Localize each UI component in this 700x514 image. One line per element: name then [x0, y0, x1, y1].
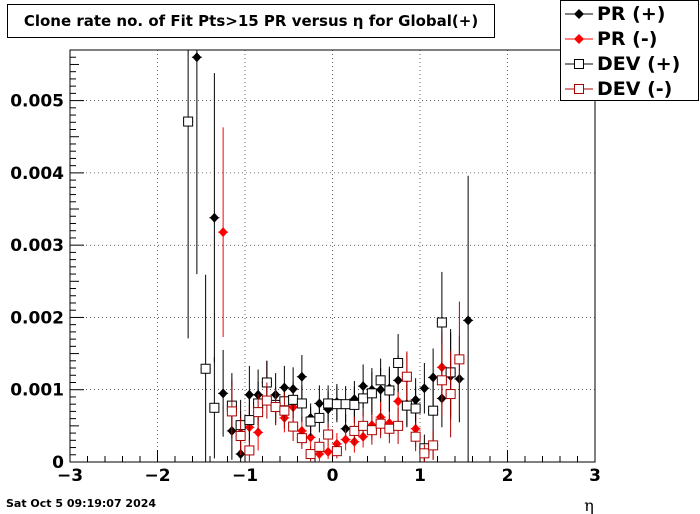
legend-label: DEV (+) [597, 53, 681, 75]
y-tick-label: 0.002 [10, 308, 64, 328]
data-point [341, 434, 351, 445]
open-square-icon [565, 59, 593, 69]
data-point [288, 394, 299, 405]
data-point [419, 383, 429, 394]
x-axis-label: η [584, 496, 594, 514]
y-tick-label: 0.003 [10, 236, 64, 256]
data-point [305, 416, 316, 427]
x-tick-label: −1 [232, 466, 258, 486]
data-point [235, 430, 246, 441]
data-point [296, 433, 307, 444]
data-point [331, 446, 342, 457]
timestamp: Sat Oct 5 09:19:07 2024 [6, 497, 157, 510]
data-point [428, 372, 438, 383]
data-layer [183, 50, 474, 462]
data-point [200, 363, 211, 374]
data-point [454, 354, 465, 365]
data-point [401, 371, 412, 382]
y-tick-label: 0 [52, 453, 64, 473]
data-point [410, 403, 421, 414]
filled-diamond-icon [565, 34, 593, 44]
data-point [323, 446, 333, 457]
data-point [384, 385, 395, 396]
x-tick-label: −3 [57, 466, 83, 486]
y-tick-label: 0.005 [10, 92, 64, 112]
y-tick-label: 0.004 [10, 164, 64, 184]
data-point [314, 412, 325, 423]
data-point [349, 399, 360, 410]
data-point [358, 393, 369, 404]
data-point [401, 400, 412, 411]
data-point [244, 415, 255, 426]
data-point [366, 425, 377, 436]
data-point [463, 315, 473, 326]
data-point [375, 375, 386, 386]
chart-title: Clone rate no. of Fit Pts>15 PR versus η… [7, 4, 495, 38]
x-tick-label: 0 [327, 466, 339, 486]
data-point [288, 421, 299, 432]
legend: PR (+) PR (-) DEV (+) DEV (-) [560, 0, 699, 101]
data-point [244, 445, 255, 456]
legend-label: PR (-) [597, 28, 658, 50]
data-point [261, 395, 272, 406]
legend-label: DEV (-) [597, 78, 673, 100]
data-point [226, 406, 237, 417]
data-point [436, 317, 447, 328]
legend-entry-dev-minus: DEV (-) [561, 77, 698, 102]
filled-diamond-icon [565, 9, 593, 19]
data-point [375, 418, 386, 429]
data-point [358, 420, 369, 431]
data-point [410, 431, 421, 442]
legend-entry-dev-plus: DEV (+) [561, 52, 698, 77]
legend-entry-pr-plus: PR (+) [561, 2, 698, 27]
legend-entry-pr-minus: PR (-) [561, 27, 698, 52]
x-tick-label: −2 [144, 466, 170, 486]
legend-label: PR (+) [597, 3, 666, 25]
data-point [428, 405, 439, 416]
data-point [183, 116, 194, 127]
data-point [393, 357, 404, 368]
x-tick-label: 2 [502, 466, 514, 486]
data-point [306, 432, 316, 443]
data-point [296, 398, 307, 409]
x-tick-label: 3 [589, 466, 601, 486]
data-point [305, 449, 316, 460]
series-3 [226, 301, 465, 462]
data-point [209, 402, 220, 413]
data-point [393, 420, 404, 431]
data-point [428, 440, 439, 451]
open-square-icon [565, 84, 593, 94]
data-point [209, 212, 219, 223]
data-point [297, 371, 307, 382]
data-point [270, 402, 281, 413]
y-tick-label: 0.001 [10, 381, 64, 401]
data-point [366, 388, 377, 399]
data-point [393, 396, 403, 407]
data-point [244, 389, 254, 400]
data-point [279, 405, 290, 416]
data-point [445, 389, 456, 400]
data-point [314, 441, 325, 452]
data-point [253, 427, 263, 438]
data-point [218, 227, 228, 238]
data-point [419, 448, 430, 459]
data-point [340, 399, 351, 410]
x-tick-label: 1 [414, 466, 426, 486]
data-point [192, 52, 202, 63]
data-point [384, 423, 395, 434]
data-point [253, 407, 264, 418]
data-point [323, 398, 334, 409]
data-point [349, 425, 360, 436]
data-point [218, 388, 228, 399]
data-point [436, 375, 447, 386]
data-point [331, 399, 342, 410]
data-point [323, 429, 334, 440]
